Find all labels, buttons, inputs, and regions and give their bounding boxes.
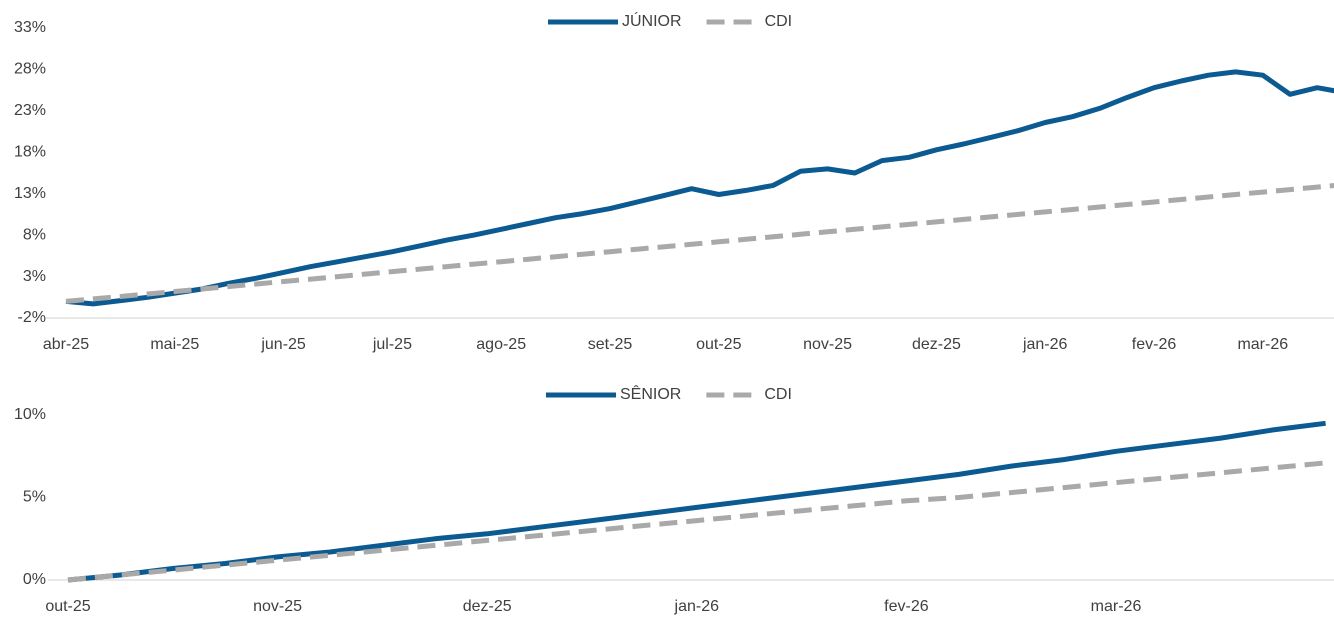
y-tick-label: 3% [23,268,46,285]
legend-label: SÊNIOR [620,384,681,403]
y-tick-label: 13% [14,185,46,202]
y-tick-label: 23% [14,102,46,119]
x-tick-label: out-25 [696,336,741,353]
y-tick-label: 18% [14,144,46,161]
x-tick-label: set-25 [588,336,633,353]
x-tick-label: mai-25 [150,336,199,353]
y-tick-label: 33% [14,19,46,36]
y-tick-label: 10% [14,406,46,423]
series-line [67,420,1326,583]
x-tick-label: mar-26 [1091,598,1142,615]
x-tick-label: mar-26 [1237,336,1288,353]
x-tick-label: jun-25 [260,336,306,353]
x-tick-label: abr-25 [43,336,89,353]
series-line [65,69,1334,307]
y-tick-label: 5% [23,489,46,506]
x-tick-label: dez-25 [912,336,961,353]
y-tick-label: -2% [18,309,46,326]
x-tick-label: out-25 [45,598,90,615]
x-tick-label: nov-25 [253,598,302,615]
y-tick-label: 8% [23,226,46,243]
y-tick-label: 28% [14,61,46,78]
x-tick-label: jan-26 [1022,336,1068,353]
legend-label: CDI [765,13,793,30]
legend-label: CDI [764,386,792,403]
x-tick-label: ago-25 [476,336,526,353]
x-tick-label: fev-26 [1132,336,1177,353]
series-line [67,460,1326,583]
x-tick-label: nov-25 [803,336,852,353]
x-tick-label: jan-26 [674,598,720,615]
x-tick-label: jul-25 [372,336,412,353]
x-tick-label: fev-26 [884,598,929,615]
y-tick-label: 0% [23,571,46,588]
series-line [65,183,1334,304]
x-tick-label: dez-25 [463,598,512,615]
legend-label: JÚNIOR [622,11,682,30]
